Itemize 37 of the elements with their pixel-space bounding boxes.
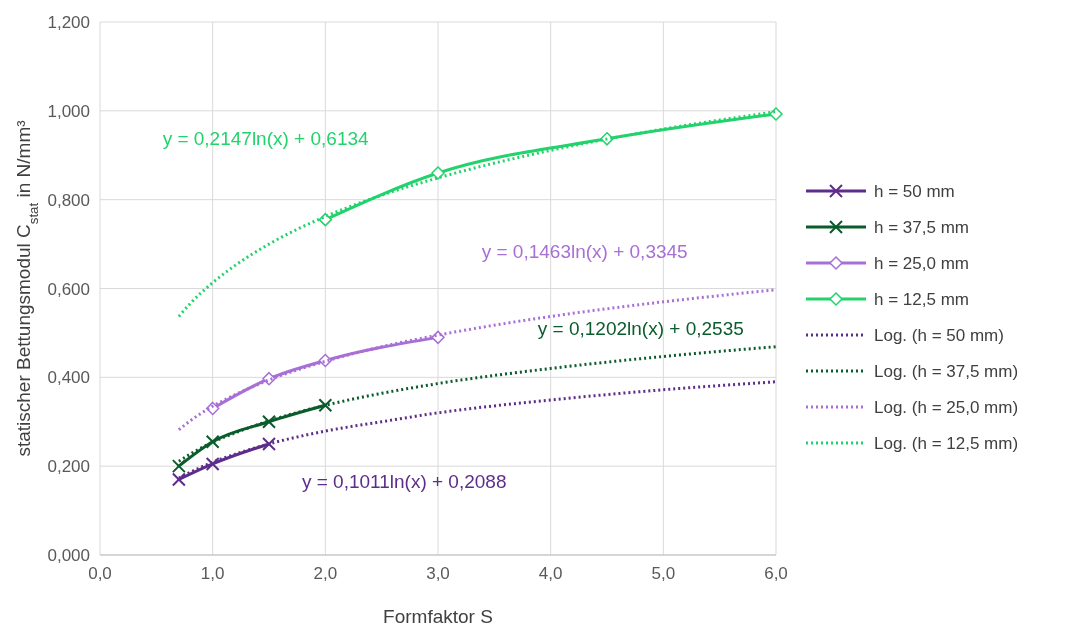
point bbox=[171, 459, 186, 474]
y-tick-label: 0,200 bbox=[47, 457, 90, 477]
annotation: y = 0,2147ln(x) + 0,6134 bbox=[162, 127, 370, 149]
point bbox=[205, 456, 220, 471]
x-tick-label: 2,0 bbox=[313, 564, 338, 583]
y-tick-label: 1,200 bbox=[47, 13, 90, 32]
point bbox=[262, 414, 276, 429]
point bbox=[431, 166, 445, 180]
x-tick-label: 4,0 bbox=[538, 564, 563, 583]
x-tick-label: 5,0 bbox=[651, 564, 676, 583]
y-tick-label: 0,600 bbox=[47, 279, 90, 299]
annotation: y = 0,1011ln(x) + 0,2088 bbox=[301, 471, 507, 493]
legend-label: h = 37,5 mm bbox=[874, 218, 969, 237]
annotation: y = 0,1202ln(x) + 0,2535 bbox=[537, 318, 744, 340]
x-tick-label: 3,0 bbox=[426, 564, 450, 583]
point bbox=[262, 436, 276, 451]
annotation: y = 0,1463ln(x) + 0,3345 bbox=[481, 241, 688, 263]
point bbox=[769, 107, 783, 121]
y-tick-label: 0,800 bbox=[47, 190, 90, 210]
legend-label: h = 50 mm bbox=[874, 182, 955, 201]
y-tick-label: 0,000 bbox=[47, 546, 90, 565]
legend-label: Log. (h = 25,0 mm) bbox=[874, 398, 1019, 417]
legend-label: Log. (h = 37,5 mm) bbox=[874, 362, 1019, 381]
x-tick-label: 0,0 bbox=[88, 564, 112, 583]
legend-label: Log. (h = 50 mm) bbox=[874, 326, 1004, 345]
y-tick-label: 1,000 bbox=[47, 101, 90, 121]
legend-label: Log. (h = 12,5 mm) bbox=[874, 434, 1019, 453]
legend-label: h = 25,0 mm bbox=[874, 254, 969, 273]
point bbox=[171, 472, 186, 487]
point bbox=[318, 398, 333, 413]
point bbox=[205, 434, 220, 449]
x-tick-label: 6,0 bbox=[764, 564, 788, 583]
point bbox=[318, 212, 333, 227]
x-tick-label: 1,0 bbox=[200, 564, 225, 583]
x-axis-title: Formfaktor S bbox=[383, 606, 493, 627]
y-tick-label: 0,400 bbox=[47, 368, 90, 388]
legend-label: h = 12,5 mm bbox=[874, 290, 969, 309]
